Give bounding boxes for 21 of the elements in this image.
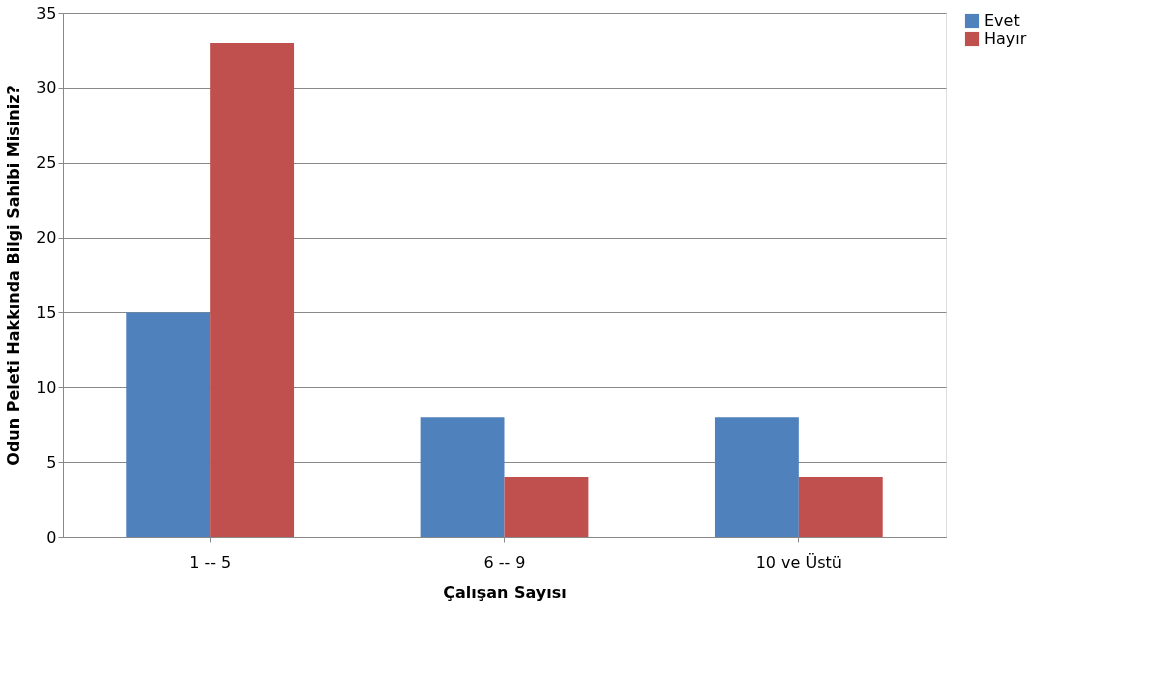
x-tick-label: 10 ve Üstü (755, 552, 842, 572)
y-tick-label: 30 (36, 78, 57, 98)
y-tick-label: 10 (36, 377, 57, 397)
bar (420, 417, 505, 537)
y-tick-label: 25 (36, 153, 57, 173)
y-tick-label: 20 (36, 228, 57, 248)
y-tick-label: 15 (36, 302, 57, 322)
x-axis-title: Çalışan Sayısı (443, 582, 567, 602)
x-tick-label: 6 -- 9 (483, 552, 526, 572)
x-tick-label: 1 -- 5 (189, 552, 232, 572)
legend-label: Evet (984, 11, 1020, 30)
bar (714, 417, 799, 537)
legend-label: Hayır (984, 29, 1027, 48)
y-axis-title: Odun Peleti Hakkında Bilgi Sahibi Misiniz? (4, 85, 24, 466)
bar (798, 477, 883, 537)
bar (210, 42, 295, 537)
y-tick-label: 35 (36, 3, 57, 23)
bar (126, 312, 211, 537)
y-tick-label: 5 (46, 452, 57, 472)
bar (504, 477, 589, 537)
y-tick-label: 0 (46, 527, 57, 547)
